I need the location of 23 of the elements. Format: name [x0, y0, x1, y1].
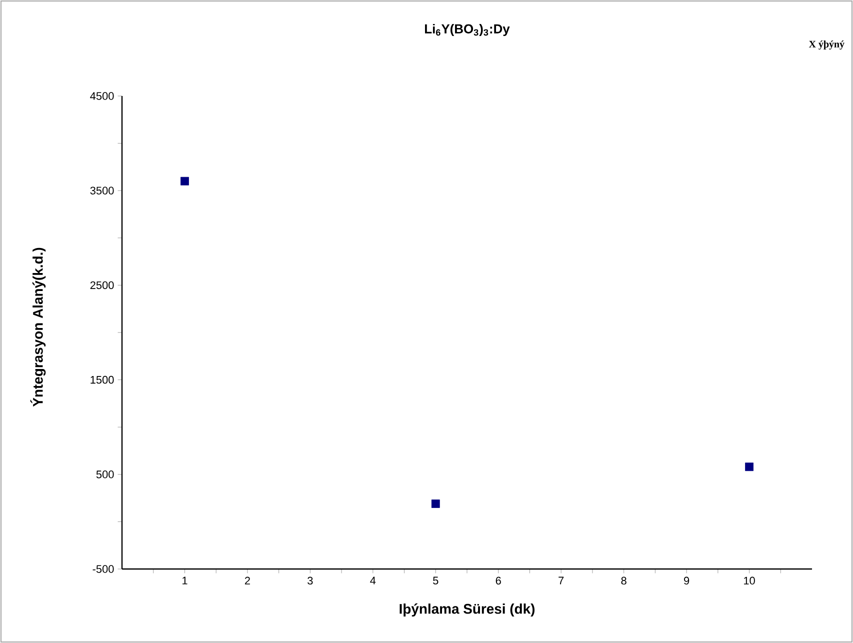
- x-tick-label: 1: [182, 576, 188, 584]
- x-tick-label: 3: [308, 576, 313, 585]
- text: X ýþýný: [808, 40, 844, 50]
- chart-title: Li$_{6}$Y(BO$_{3}$)$_{3}$:Dy: [425, 24, 510, 36]
- point: [431, 500, 440, 508]
- y-tick-label: 1500: [90, 376, 114, 384]
- x-tick-label: 5: [433, 576, 438, 584]
- x-tick-label: 2: [244, 576, 250, 584]
- point: [745, 462, 754, 472]
- y-tick-label: 4500: [90, 92, 114, 100]
- y-tick-label: 500: [96, 470, 114, 478]
- y-tick-label: 2500: [90, 281, 114, 290]
- x-tick-label: 6: [496, 576, 501, 585]
- x-tick-label: 4: [370, 576, 376, 584]
- point: [180, 176, 189, 186]
- x-tick-label: 8: [621, 576, 626, 585]
- x-axis-title: Iþýnlama Süresi (dk): [400, 603, 535, 617]
- y-axis-title: Ýntegrasyon Alaný(k.d.): [30, 248, 46, 407]
- x-tick-label: 9: [684, 576, 690, 585]
- y-tick-label: -500: [92, 565, 114, 573]
- x-tick-label: 7: [558, 576, 564, 584]
- y-tick-label: 3500: [90, 186, 114, 194]
- x-tick-label: 10: [744, 576, 755, 585]
